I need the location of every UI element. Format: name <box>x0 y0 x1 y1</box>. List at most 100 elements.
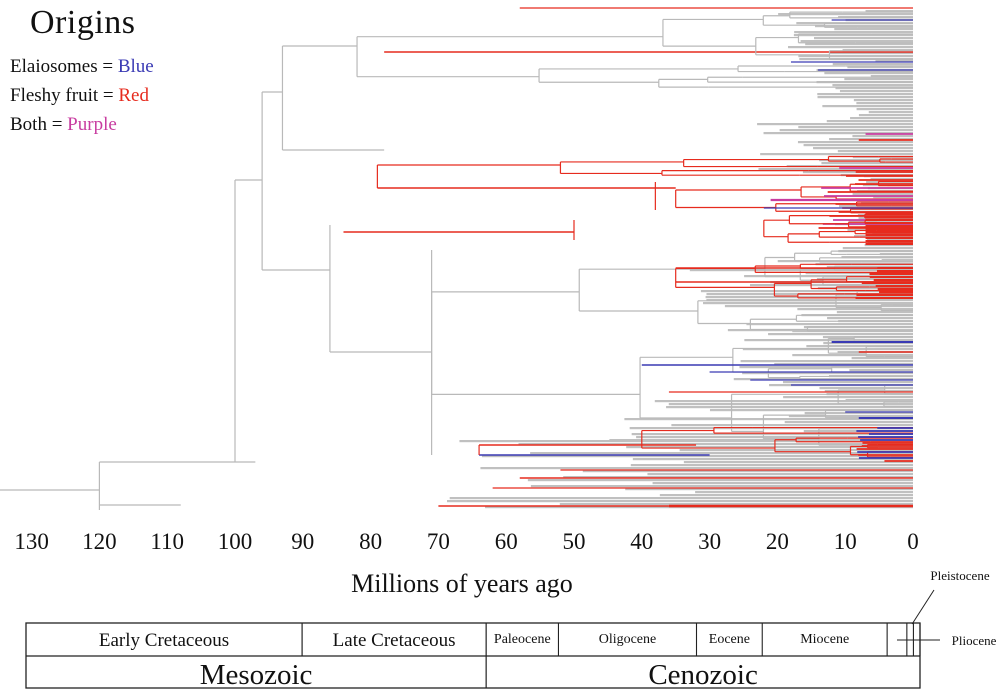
crown-band <box>746 323 913 326</box>
crown-band <box>739 366 913 369</box>
crown-band <box>856 108 913 111</box>
x-axis: 130 120 110 100 90 80 70 60 50 40 30 20 10 0Millions … <box>14 529 918 598</box>
crown-band <box>797 308 913 311</box>
crown-band <box>559 503 913 506</box>
legend-value: Blue <box>117 56 154 77</box>
crown-band <box>847 66 913 69</box>
crown-band <box>814 25 913 28</box>
legend-value: Purple <box>67 114 117 135</box>
crown-band <box>744 275 913 278</box>
x-tick-label: 60 <box>495 529 518 554</box>
crown-band <box>868 111 913 114</box>
crown-band <box>827 317 913 320</box>
crown-band <box>530 452 913 455</box>
crown-band <box>803 144 913 147</box>
legend-label: Elaiosomes <box>10 56 98 77</box>
crown-band <box>864 244 913 247</box>
crown-band <box>757 123 913 126</box>
crown-band <box>630 464 913 467</box>
crown-band <box>848 220 913 223</box>
crown-band <box>798 55 913 58</box>
crown-band <box>817 287 913 290</box>
crown-band <box>481 455 913 458</box>
legend-value: Red <box>118 85 149 106</box>
epoch-label: Miocene <box>800 632 849 647</box>
crown-band <box>819 387 913 390</box>
crown-band <box>805 272 913 275</box>
geologic-timescale: Early Cretaceous Late Cretaceous Paleocene… <box>25 568 997 691</box>
crown-band <box>779 129 913 132</box>
epoch-label: Eocene <box>709 632 750 647</box>
crown-band <box>788 415 913 418</box>
crown-band <box>866 238 913 241</box>
crown-band <box>841 256 913 259</box>
legend-label: Both <box>10 114 47 135</box>
x-tick-label: 90 <box>291 529 314 554</box>
crown-band <box>671 424 913 427</box>
crown-band <box>834 28 913 31</box>
crown-band <box>480 467 913 470</box>
x-tick-label: 30 <box>698 529 721 554</box>
era-label: Mesozoic <box>200 659 313 691</box>
crown-band <box>733 378 913 381</box>
crown-band <box>851 357 913 360</box>
crown-band <box>788 46 913 49</box>
crown-band <box>636 436 913 439</box>
crown-band <box>826 266 913 269</box>
x-tick-label: 130 <box>14 529 49 554</box>
crown-band <box>518 443 913 446</box>
pleistocene-label: Pleistocene <box>930 568 989 583</box>
crown-band <box>447 500 913 503</box>
crown-band <box>873 196 913 199</box>
crown-band <box>763 132 913 135</box>
crown-band <box>817 96 913 99</box>
crown-band <box>626 446 913 449</box>
crown-band <box>819 159 913 162</box>
crown-band <box>774 363 913 366</box>
crown-band <box>689 269 913 272</box>
crown-band <box>760 153 913 156</box>
crown-band <box>777 260 913 263</box>
crown-band <box>794 31 913 34</box>
crown-band <box>768 333 913 336</box>
crown-band <box>832 84 913 87</box>
x-tick-label: 10 <box>834 529 857 554</box>
crown-band <box>784 421 913 424</box>
crown-band <box>822 105 913 108</box>
crown-band <box>844 78 913 81</box>
crown-band <box>668 403 913 406</box>
crown-band <box>839 90 913 93</box>
crown-band <box>647 473 913 476</box>
crown-band <box>821 162 913 165</box>
legend-entry-fleshy-fruit: Fleshy fruit = Red <box>10 85 149 106</box>
period-label: Early Cretaceous <box>99 630 229 651</box>
crown-band <box>856 102 913 105</box>
crown-band <box>858 114 913 117</box>
legend-entry-both: Both = Purple <box>10 114 117 135</box>
crown-band <box>632 458 913 461</box>
crown-band <box>530 485 913 488</box>
crown-band <box>695 491 913 494</box>
x-tick-label: 100 <box>218 529 253 554</box>
crown-band <box>683 461 913 464</box>
crown-band <box>624 418 913 421</box>
crown-band <box>700 290 913 293</box>
crown-band <box>849 369 913 372</box>
crown-band <box>782 381 913 384</box>
crown-band <box>824 72 913 75</box>
crown-band <box>850 117 913 120</box>
crown-band <box>817 93 913 96</box>
crown-band <box>582 470 913 473</box>
crown-band <box>527 479 913 482</box>
crown-band <box>826 120 913 123</box>
phylogenetic-tree <box>0 7 913 510</box>
crown-band <box>758 168 913 171</box>
crown-band <box>830 52 913 55</box>
crown-band <box>824 390 913 393</box>
crown-band <box>778 13 913 16</box>
crown-band <box>853 99 913 102</box>
crown-band <box>563 476 913 479</box>
crown-band <box>724 305 913 308</box>
crown-band <box>814 37 913 40</box>
